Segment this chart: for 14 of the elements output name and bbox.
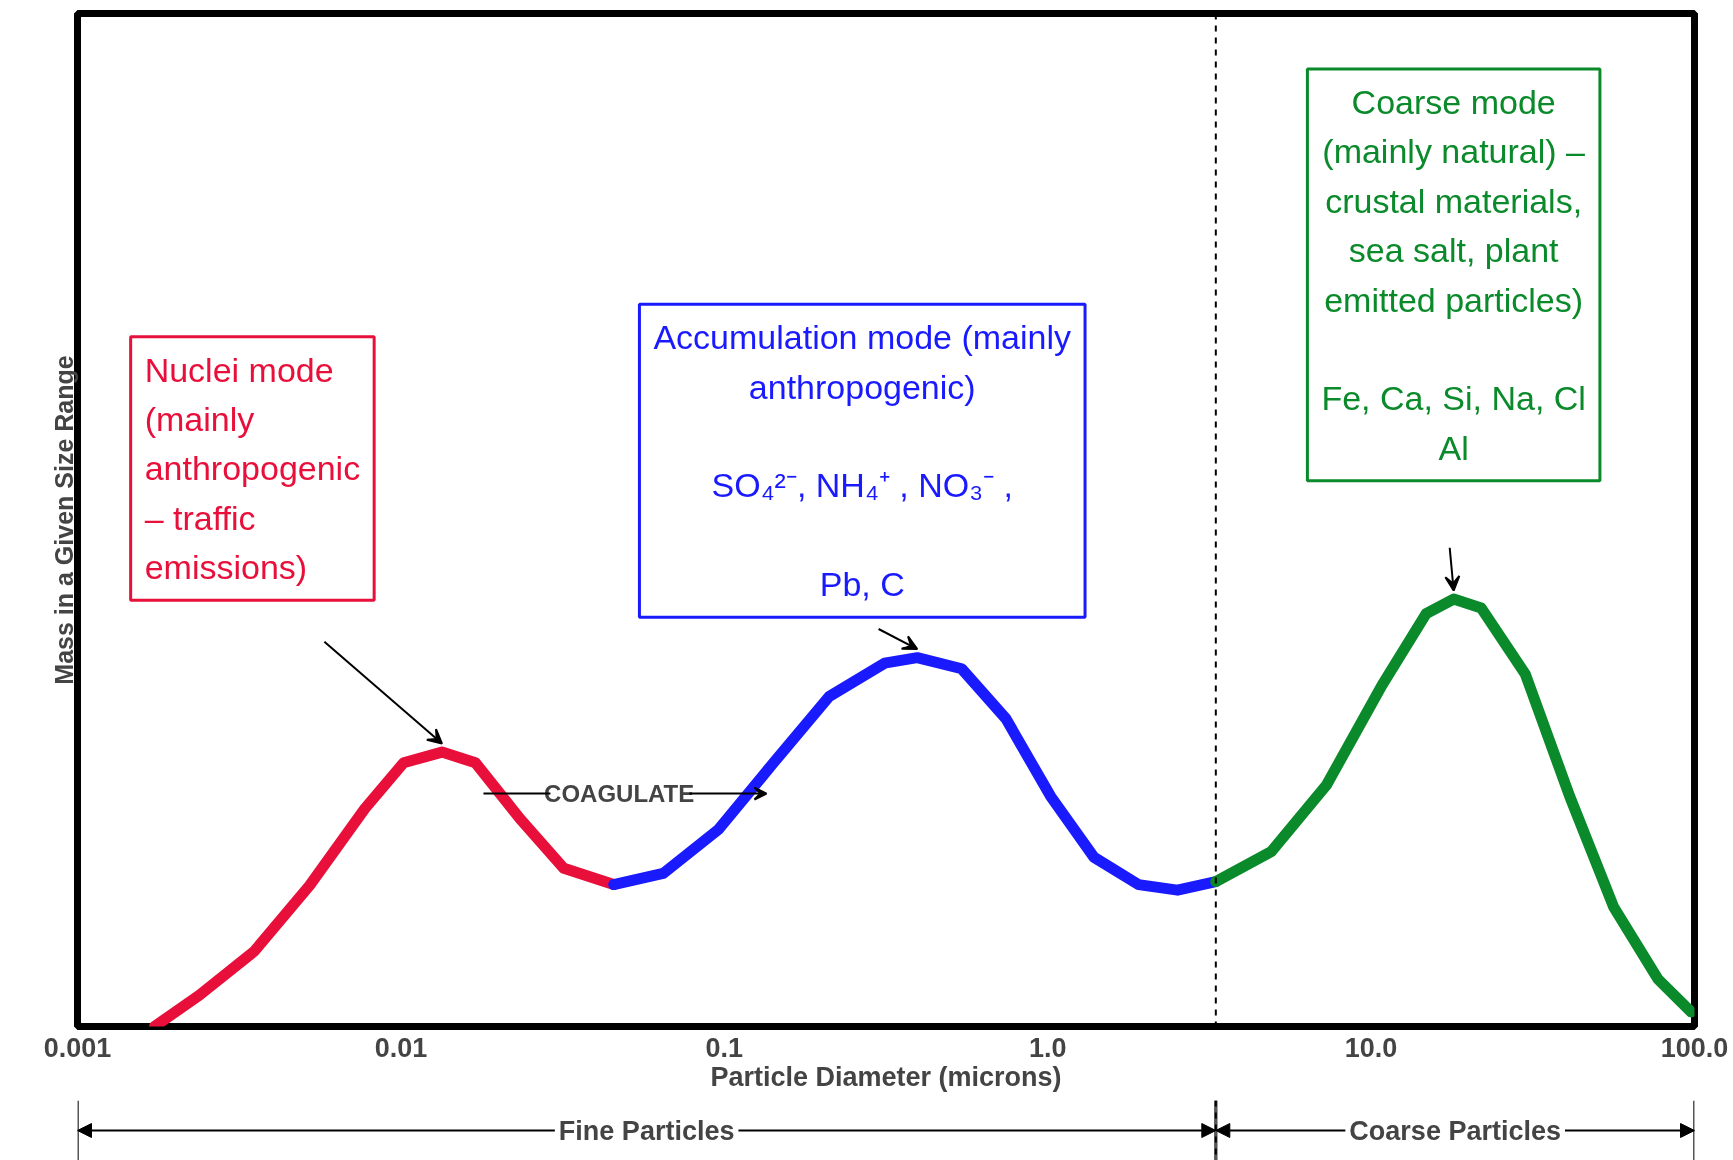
text: Coarse mode (mainly natural) – crustal materials, sea salt, plant emitted particles) Fe, Ca, Si, Na, Cl Al: [1321, 83, 1586, 467]
text: Fine Particles: [558, 1115, 735, 1146]
x-tick-label: 0.001: [43, 1032, 112, 1063]
x-tick-label: 1.0: [1028, 1032, 1067, 1063]
annotation: COAGULATE: [544, 780, 695, 808]
text: Nuclei mode (mainly anthropogenic – traffic emissions): [144, 350, 361, 587]
text: Accumulation mode (mainly anthropogenic) SO₄²⁻, NH₄⁺ , NO₃⁻ , Pb, C: [653, 318, 1072, 604]
x-tick-label: 10.0: [1344, 1032, 1398, 1063]
text: Coarse Particles: [1349, 1115, 1561, 1146]
x-tick-label: 0.1: [705, 1032, 744, 1063]
x-tick-label: 100.0: [1660, 1032, 1729, 1063]
y-axis-title: Mass in a Given Size Range: [49, 355, 78, 685]
x-axis-title: Particle Diameter (microns): [710, 1061, 1062, 1092]
x-tick-label: 0.01: [374, 1032, 428, 1063]
